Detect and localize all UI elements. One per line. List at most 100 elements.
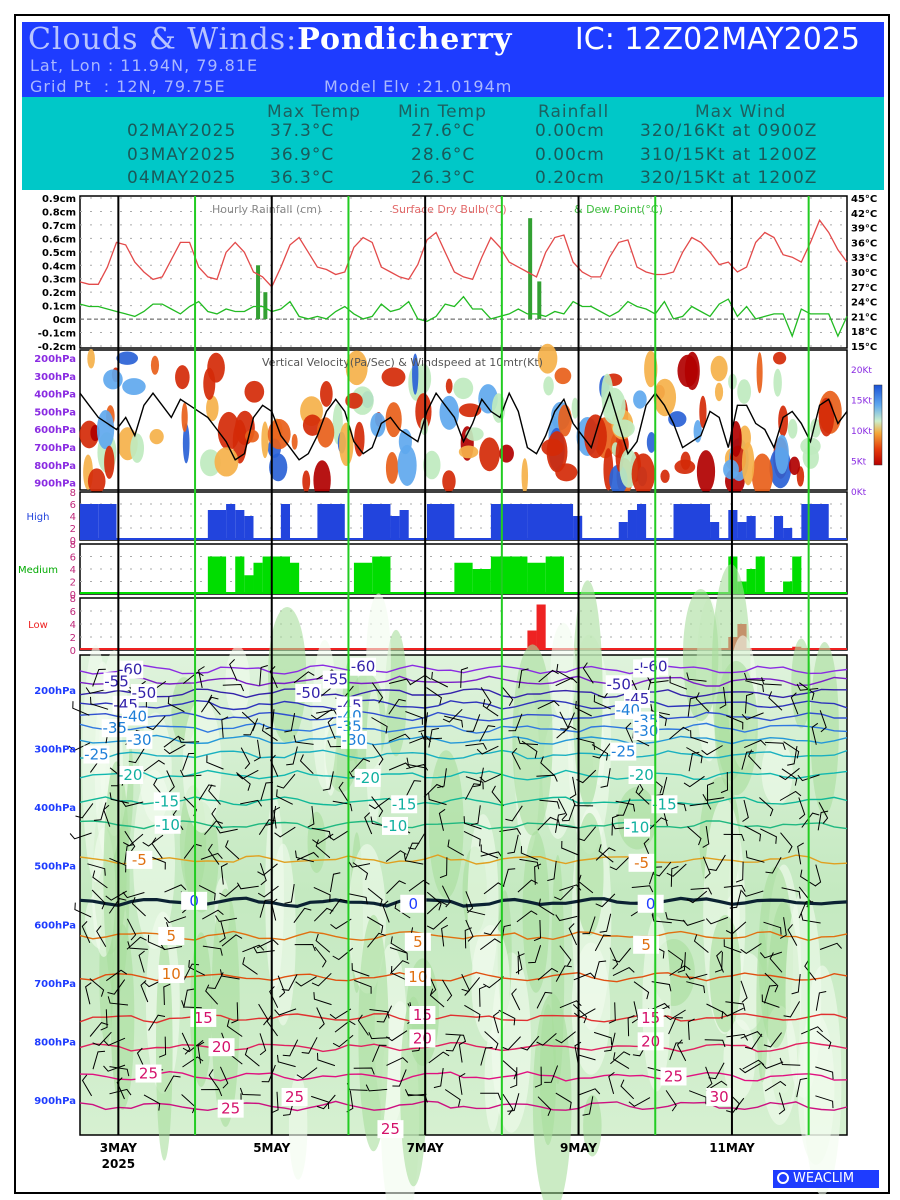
wind-barb	[200, 696, 219, 713]
wind-barb	[689, 1090, 707, 1105]
contour-label-bg	[409, 1029, 436, 1048]
wind-barb	[388, 678, 412, 686]
wind-barb	[404, 1089, 427, 1097]
cross-pressure-label: 600hPa	[34, 920, 76, 931]
wind-barb	[148, 1014, 166, 1031]
wind-barb	[498, 1009, 516, 1026]
wind-barb	[329, 1008, 352, 1020]
wind-barb	[702, 826, 710, 848]
contour-label-bg	[651, 795, 678, 814]
wind-barb	[760, 828, 777, 844]
cloud-tick-label: 4	[70, 620, 76, 631]
vv-blob	[316, 417, 335, 448]
wind-barb	[701, 745, 723, 756]
wind-barb	[798, 797, 806, 820]
wind-barb	[116, 1077, 125, 1100]
wind-barb	[253, 739, 261, 762]
vv-blob	[541, 438, 564, 457]
wind-barb	[386, 880, 406, 894]
cloud-tick-label: 4	[70, 512, 76, 523]
wind-barb	[388, 733, 411, 742]
cross-pressure-label: 700hPa	[34, 979, 76, 990]
wind-barb	[74, 902, 92, 918]
rain-tick-label: 0.3cm	[42, 275, 76, 286]
wind-barb	[437, 768, 447, 789]
wind-barb	[716, 950, 724, 973]
wind-barb	[668, 1017, 683, 1035]
weaclim-text: WEACLIM	[793, 1171, 855, 1186]
wind-barb	[92, 870, 108, 889]
wind-barb	[598, 844, 614, 863]
cloud-bar	[399, 510, 409, 540]
wind-barb	[148, 855, 166, 870]
wind-barb	[705, 1080, 728, 1092]
vv-blob	[122, 378, 146, 395]
cloud-bar	[673, 504, 711, 540]
cloud-bar	[636, 504, 647, 540]
wind-barb	[555, 1092, 572, 1110]
rh-shading	[714, 660, 758, 796]
wind-barb	[556, 663, 573, 681]
wind-barb	[91, 889, 106, 910]
contour-label-bg	[208, 1038, 235, 1057]
wind-barb	[208, 784, 221, 805]
wind-barb	[282, 1039, 299, 1057]
vv-blob	[684, 351, 700, 391]
wind-barb	[591, 744, 609, 761]
wind-barb	[386, 1057, 409, 1066]
wind-barb	[281, 974, 298, 991]
wind-barb	[316, 709, 338, 717]
wind-barb	[89, 1022, 109, 1037]
row-min: 26.3°C	[411, 168, 476, 188]
wind-barb	[219, 969, 240, 980]
wind-barb	[253, 946, 275, 954]
rain-tick-label: 0.1cm	[42, 302, 76, 313]
wind-barb	[270, 754, 279, 777]
wind-barb	[561, 840, 579, 856]
wind-barb	[723, 884, 746, 892]
wind-barb	[315, 839, 331, 859]
wind-barb	[260, 781, 274, 801]
wind-barb	[517, 953, 525, 975]
temperature-contour-label: -10	[155, 816, 180, 834]
wind-barb	[594, 934, 611, 952]
windspeed-10m-line	[79, 391, 848, 461]
cloud-bar	[226, 504, 236, 540]
wind-barb	[815, 991, 827, 1011]
wind-barb	[405, 711, 423, 725]
drybulb-series-line	[79, 218, 848, 288]
wind-barb	[705, 1066, 713, 1089]
wind-barb	[470, 805, 481, 826]
meteogram-title-drybulb: Surface Dry Bulb(°C)	[392, 203, 507, 216]
contour-label-bg	[101, 719, 128, 738]
x-date-label: 11MAY	[709, 1141, 755, 1155]
temperature-contour-label: -30	[127, 731, 152, 749]
wind-barb	[686, 981, 706, 994]
wind-barb	[800, 913, 821, 924]
cross-pressure-label: 300hPa	[34, 745, 76, 756]
wind-barb	[68, 742, 91, 752]
ws-tick-label: 5Kt	[851, 458, 867, 468]
wind-barb	[348, 893, 368, 905]
wind-barb	[476, 745, 499, 755]
wind-barb	[138, 950, 145, 973]
wind-barb	[426, 891, 442, 911]
vv-pressure-label: 700hPa	[34, 443, 76, 454]
vv-blob	[217, 411, 240, 451]
wind-barb	[368, 797, 390, 810]
cross-pressure-label: 500hPa	[34, 862, 76, 873]
wind-barb	[198, 884, 216, 901]
vv-blob	[778, 405, 788, 437]
vv-blob	[339, 422, 354, 467]
wind-barb	[87, 863, 106, 876]
temp-tick-label: 39°C	[851, 224, 877, 235]
vv-blob	[345, 350, 368, 386]
cross-section-panel: -60-55-50-45-40-35-30-25-20-15-10-505101…	[34, 564, 848, 1200]
wind-barb	[243, 718, 259, 736]
wind-barb	[741, 890, 764, 897]
wind-barb	[322, 771, 334, 791]
wind-barb	[438, 808, 446, 831]
vv-title: Vertical Velocity(Pa/Sec) & Windspeed at…	[262, 356, 543, 369]
wind-barb	[426, 687, 442, 705]
